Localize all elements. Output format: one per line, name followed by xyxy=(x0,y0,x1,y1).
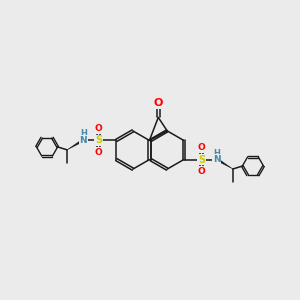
Text: O: O xyxy=(197,167,205,176)
Text: N: N xyxy=(80,136,87,145)
Text: O: O xyxy=(95,124,103,133)
Text: O: O xyxy=(95,148,103,157)
Text: S: S xyxy=(198,154,205,165)
Text: N: N xyxy=(213,155,220,164)
Text: H: H xyxy=(213,148,220,158)
Polygon shape xyxy=(217,158,233,169)
Text: O: O xyxy=(154,98,163,108)
Text: S: S xyxy=(95,135,102,146)
Text: O: O xyxy=(197,143,205,152)
Polygon shape xyxy=(67,139,83,150)
Text: H: H xyxy=(80,130,87,139)
